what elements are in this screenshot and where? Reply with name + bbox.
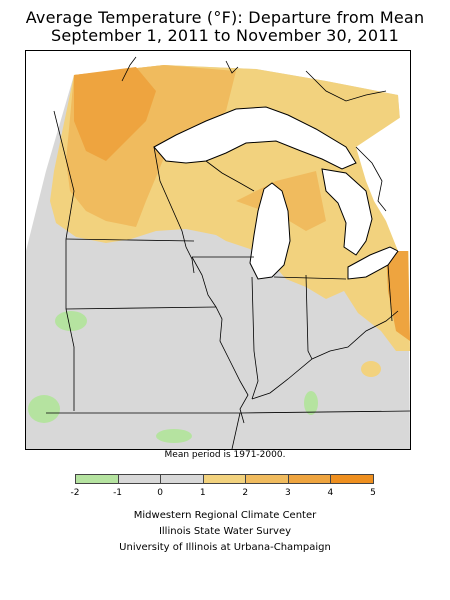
legend-swatch — [160, 474, 204, 484]
legend-tick-label: -1 — [113, 488, 123, 498]
warm-spot-southeast — [361, 361, 381, 377]
map-svg — [26, 51, 410, 449]
color-legend — [75, 474, 374, 486]
legend-swatch — [117, 474, 162, 484]
map-title: Average Temperature (°F): Departure from… — [25, 8, 425, 27]
legend-tick-label: 1 — [199, 488, 206, 498]
credit-line-1: Midwestern Regional Climate Center — [133, 510, 317, 521]
cool-patch-east — [304, 391, 318, 415]
lake-region-ne — [356, 111, 410, 251]
legend-swatch — [245, 474, 289, 484]
cool-patch-southwest — [28, 395, 60, 423]
legend-swatch — [202, 474, 247, 484]
map-subtitle: September 1, 2011 to November 30, 2011 — [51, 26, 399, 45]
credit-line-2: Illinois State Water Survey — [158, 526, 292, 537]
lake-huron — [321, 168, 373, 256]
lake-erie — [347, 246, 399, 280]
credit-line-3: University of Illinois at Urbana-Champai… — [119, 542, 331, 553]
legend-tick-label: 3 — [284, 488, 291, 498]
legend-swatch — [330, 474, 374, 484]
lake-michigan — [249, 182, 291, 280]
warm-region-strong — [74, 67, 410, 341]
mean-period-note: Mean period is 1971-2000. — [164, 450, 286, 460]
legend-tick-label: 5 — [370, 488, 376, 498]
temperature-departure-map — [25, 50, 411, 450]
legend-tick-label: 4 — [327, 488, 334, 498]
coastline-north — [121, 56, 387, 212]
legend-swatch — [75, 474, 119, 484]
cool-patch-south — [156, 429, 192, 443]
legend-swatch — [287, 474, 332, 484]
legend-tick-label: 2 — [242, 488, 249, 498]
cool-patch-west — [55, 311, 87, 331]
state-boundaries — [46, 110, 410, 449]
legend-tick-label: -2 — [70, 488, 80, 498]
legend-tick-label: 0 — [157, 488, 163, 498]
